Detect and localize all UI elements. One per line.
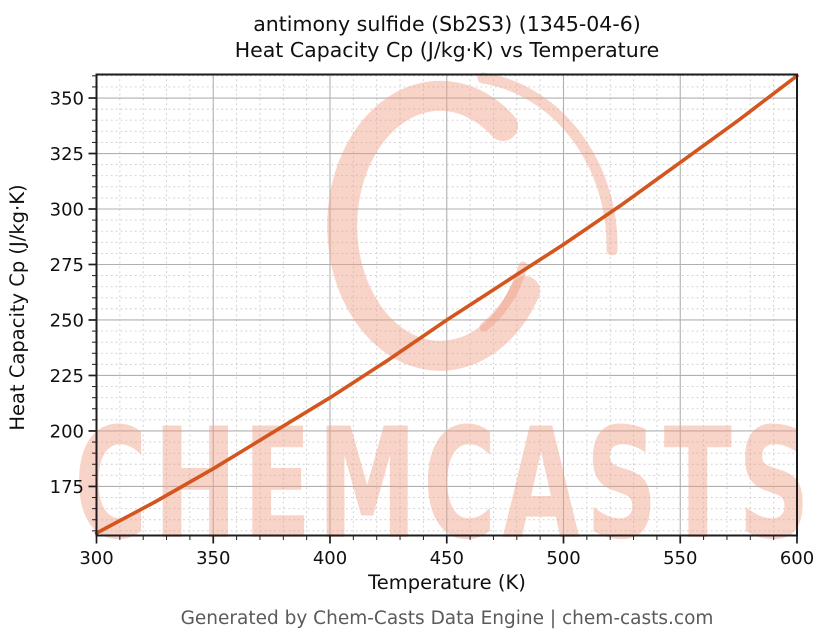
watermark-c-swoosh-icon bbox=[477, 72, 618, 256]
footer-attribution: Generated by Chem-Casts Data Engine | ch… bbox=[181, 608, 714, 629]
watermark-c-ring-icon bbox=[327, 80, 540, 371]
y-tick-label: 300 bbox=[50, 200, 84, 221]
x-axis-label: Temperature (K) bbox=[367, 571, 526, 594]
x-tick-label: 400 bbox=[313, 548, 347, 569]
chart-title-line2: Heat Capacity Cp (J/kg·K) vs Temperature bbox=[235, 38, 660, 62]
watermark-text: CHEMCASTS bbox=[74, 396, 816, 574]
y-axis-label: Heat Capacity Cp (J/kg·K) bbox=[6, 184, 29, 430]
y-tick-label: 350 bbox=[50, 89, 84, 110]
axis-tick-labels: 300 350 400 450 500 550 600 175 200 225 250 275 300 3… bbox=[50, 89, 815, 569]
y-tick-label: 225 bbox=[50, 366, 84, 387]
x-tick-label: 550 bbox=[663, 548, 697, 569]
chart-title-line1: antimony sulfide (Sb2S3) (1345-04-6) bbox=[253, 12, 641, 36]
x-tick-label: 600 bbox=[780, 548, 814, 569]
y-tick-label: 275 bbox=[50, 255, 84, 276]
cp-curve bbox=[94, 74, 799, 535]
y-tick-label: 325 bbox=[50, 144, 84, 165]
x-tick-label: 500 bbox=[546, 548, 580, 569]
axis-ticks bbox=[88, 75, 798, 544]
y-tick-label: 250 bbox=[50, 310, 84, 331]
x-tick-label: 350 bbox=[196, 548, 230, 569]
y-tick-label: 200 bbox=[50, 421, 84, 442]
x-tick-label: 450 bbox=[430, 548, 464, 569]
x-tick-label: 300 bbox=[79, 548, 113, 569]
chemcasts-watermark: CHEMCASTS bbox=[74, 72, 816, 574]
data-series bbox=[94, 74, 799, 535]
y-tick-label: 175 bbox=[50, 477, 84, 498]
